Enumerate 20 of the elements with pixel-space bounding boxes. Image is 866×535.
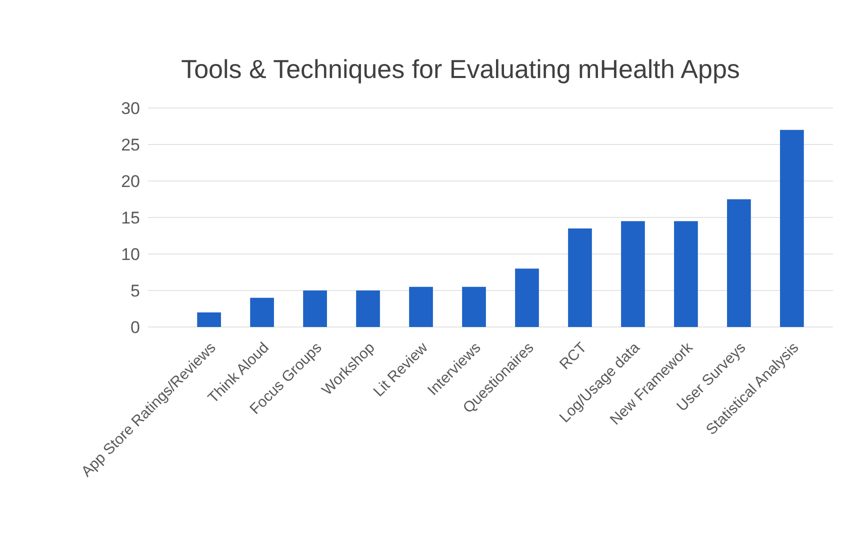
y-tick-label: 15 [121, 208, 140, 228]
chart-title: Tools & Techniques for Evaluating mHealth Apps [181, 54, 740, 84]
bar [250, 298, 274, 327]
y-tick-label: 5 [130, 281, 140, 300]
y-tick-label: 0 [130, 318, 140, 337]
bar [409, 286, 433, 327]
y-tick-label: 30 [121, 98, 140, 118]
bar [515, 268, 539, 327]
bar [568, 228, 592, 327]
bar [727, 199, 751, 327]
bar [462, 286, 486, 327]
y-tick-label: 10 [121, 244, 140, 264]
bar [303, 290, 327, 327]
bar [674, 221, 698, 327]
y-tick-label: 20 [121, 172, 140, 191]
bar [780, 130, 804, 327]
bar [356, 290, 380, 327]
bar [621, 221, 645, 327]
bar [197, 312, 221, 327]
y-tick-label: 25 [121, 135, 140, 154]
